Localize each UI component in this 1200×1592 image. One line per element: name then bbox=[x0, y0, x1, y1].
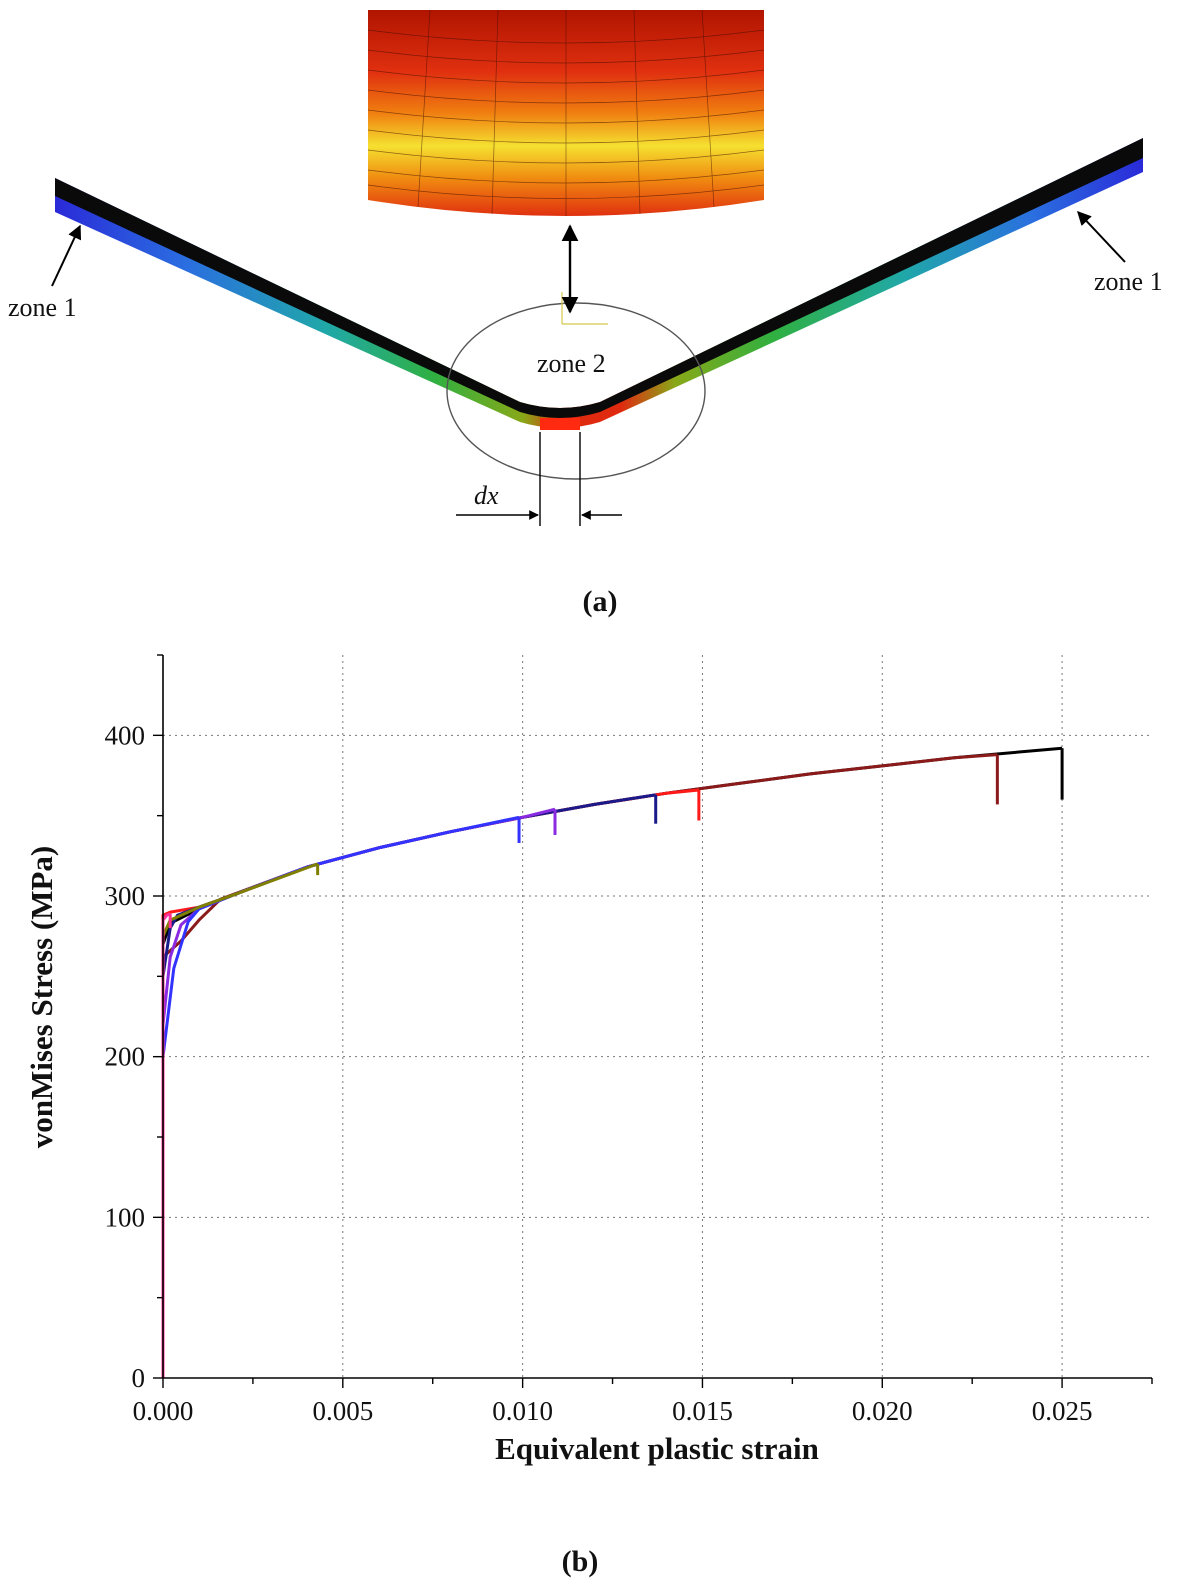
series-line-2 bbox=[161, 788, 700, 1378]
panel-b-caption: (b) bbox=[562, 1545, 599, 1578]
x-tick-label-4: 0.020 bbox=[852, 1396, 913, 1426]
series-line-6 bbox=[161, 862, 319, 1378]
series-line-4 bbox=[161, 807, 556, 1378]
panel-a-bending-simulation: zone 1 zone 1 zone 2 dx (a) bbox=[0, 0, 1200, 620]
series-line-3 bbox=[161, 793, 656, 1378]
x-tick-label-0: 0.000 bbox=[133, 1396, 194, 1426]
series-line-0 bbox=[161, 746, 1063, 1378]
y-tick-label-1: 100 bbox=[105, 1202, 146, 1232]
x-tick-label-1: 0.005 bbox=[312, 1396, 373, 1426]
zone-2-zoom-inset bbox=[367, 9, 765, 216]
y-tick-label-4: 400 bbox=[105, 720, 146, 750]
y-tick-label-3: 300 bbox=[105, 881, 146, 911]
x-tick-label-5: 0.025 bbox=[1032, 1396, 1093, 1426]
zone-2-label: zone 2 bbox=[537, 349, 606, 378]
zone-1-left-label: zone 1 bbox=[8, 293, 77, 322]
dx-label: dx bbox=[474, 481, 499, 510]
dx-dimension bbox=[456, 432, 622, 526]
bent-strip-mesh bbox=[55, 138, 1143, 430]
y-tick-label-0: 0 bbox=[132, 1363, 146, 1393]
zone-1-left-arrow bbox=[51, 224, 82, 287]
panel-b-stress-strain-chart: 0.000 0.005 0.010 0.015 0.020 0.025 0 100 200 300… bbox=[0, 620, 1200, 1587]
y-axis-label: vonMises Stress (MPa) bbox=[24, 846, 59, 1149]
series-group bbox=[161, 746, 1064, 1378]
panel-a-caption: (a) bbox=[583, 585, 618, 618]
x-tick-label-3: 0.015 bbox=[672, 1396, 733, 1426]
tick-labels: 0.000 0.005 0.010 0.015 0.020 0.025 0 100 200 300… bbox=[105, 720, 1093, 1426]
x-tick-label-2: 0.010 bbox=[492, 1396, 553, 1426]
stress-strain-chart: 0.000 0.005 0.010 0.015 0.020 0.025 0 100 200 300… bbox=[24, 654, 1153, 1578]
zone-1-right-label: zone 1 bbox=[1094, 267, 1163, 296]
zone-1-right-arrow bbox=[1077, 210, 1126, 263]
y-tick-label-2: 200 bbox=[105, 1042, 146, 1072]
series-line-1 bbox=[161, 753, 998, 1378]
bend-simulation-figure: zone 1 zone 1 zone 2 dx (a) bbox=[8, 9, 1163, 618]
grid bbox=[163, 655, 1152, 1378]
x-axis-label: Equivalent plastic strain bbox=[495, 1431, 819, 1466]
axes bbox=[153, 654, 1153, 1388]
